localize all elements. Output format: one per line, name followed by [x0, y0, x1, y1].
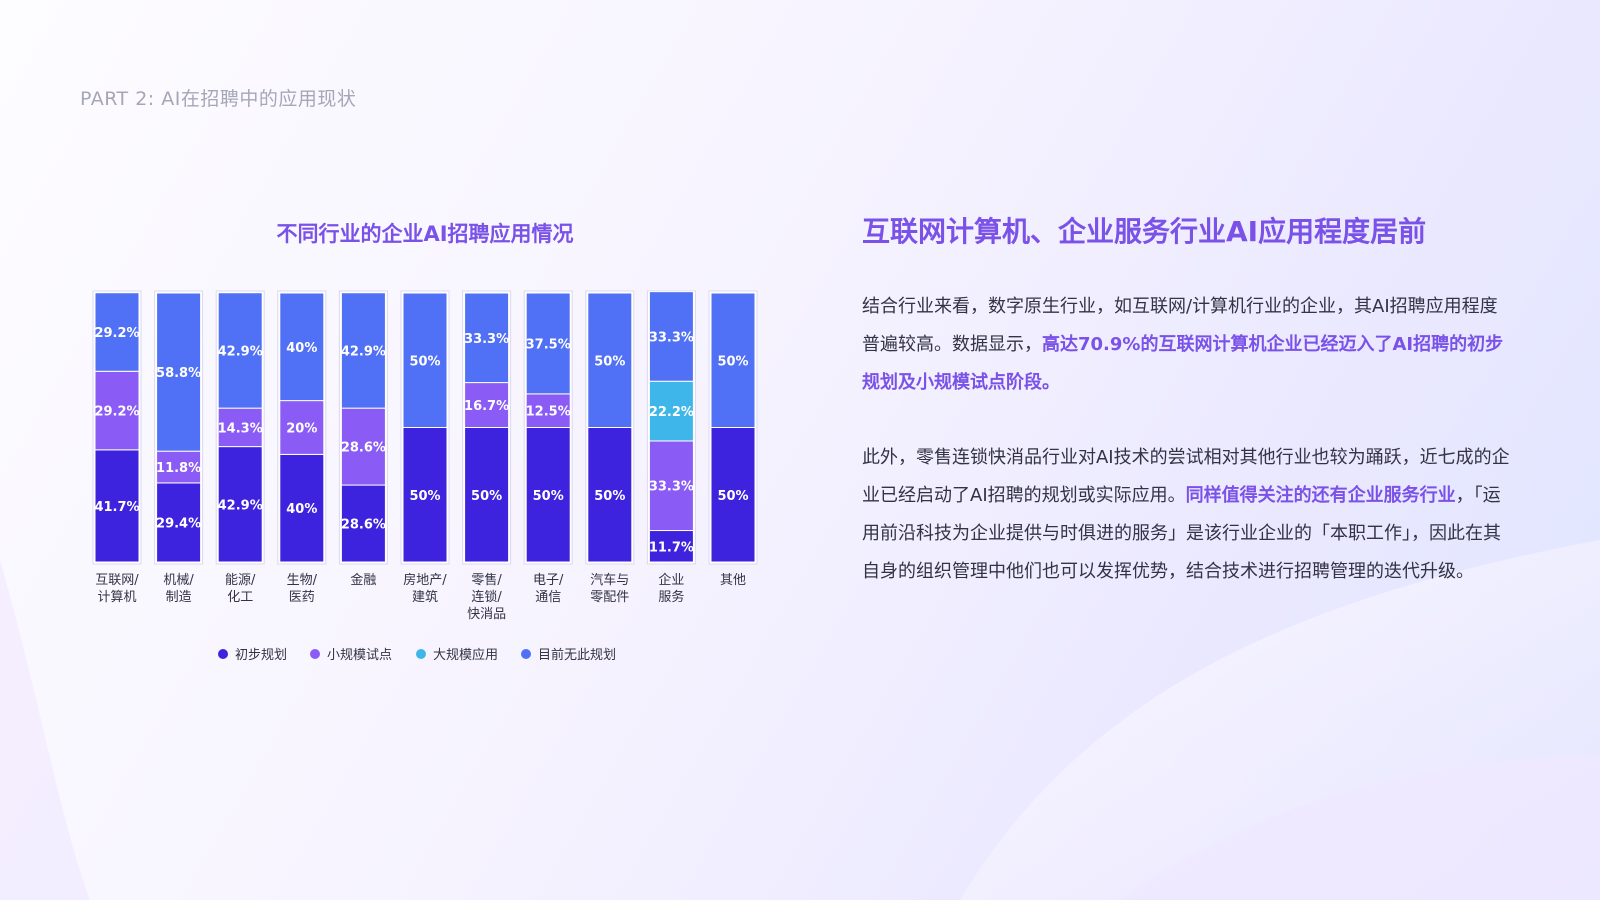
bar-segment — [156, 292, 202, 452]
bar-segment — [710, 292, 756, 428]
x-tick-label: 制造 — [166, 590, 192, 605]
data-label: 28.6% — [341, 518, 386, 533]
x-tick-label: 能源/ — [225, 573, 256, 588]
bar-segment — [587, 292, 633, 428]
x-tick-label: 电子/ — [533, 573, 564, 588]
x-tick-label: 零配件 — [590, 590, 629, 605]
x-tick-label: 零售/ — [471, 572, 502, 588]
bar-segment — [648, 291, 694, 382]
bar-segment — [279, 292, 325, 402]
bar-segment — [464, 382, 510, 428]
legend-label: 目前无此规划 — [538, 647, 616, 663]
data-label: 29.2% — [94, 405, 139, 420]
legend-label: 小规模试点 — [327, 648, 392, 663]
section-title: PART 2: AI在招聘中的应用现状 — [80, 88, 357, 110]
legend-marker — [310, 649, 320, 659]
bar-segment — [94, 370, 140, 451]
x-tick-label: 建筑 — [412, 589, 438, 605]
data-label: 22.2% — [649, 405, 694, 420]
right-heading: 互联网计算机、企业服务行业AI应用程度居前 — [862, 215, 1427, 248]
stacked-bar-chart: 41.7% 29.2% 29.2% 互联网/计算机 29.4% 11.8% 58.8% 机械/… — [92, 290, 758, 663]
bar-segment — [587, 427, 633, 563]
bar-segment — [217, 407, 263, 448]
data-label: 42.9% — [341, 344, 386, 359]
x-tick-label: 化工 — [227, 590, 253, 605]
paragraph-1: 结合行业来看，数字原生行业，如互联网/计算机行业的企业，其AI招聘应用程度普遍较… — [862, 288, 1512, 402]
x-tick-label: 医药 — [289, 590, 315, 605]
bar-segment — [340, 407, 386, 486]
paragraph-2-text: 此外，零售连锁快消品行业对AI技术的尝试相对其他行业也较为踊跃，近七成的企业已经… — [862, 447, 1510, 506]
data-label: 41.7% — [94, 500, 139, 515]
data-label: 50% — [594, 354, 625, 369]
bar-segment — [648, 440, 694, 532]
legend-label: 初步规划 — [235, 648, 287, 663]
x-tick-label: 汽车与 — [590, 572, 629, 588]
x-tick-label: 金融 — [350, 572, 376, 588]
legend-marker — [521, 649, 531, 659]
bar-segment — [525, 427, 571, 563]
x-tick-label: 房地产/ — [403, 572, 447, 588]
x-tick-label: 快消品 — [467, 607, 506, 622]
x-tick-label: 通信 — [535, 590, 561, 605]
bar-segment — [340, 292, 386, 409]
data-label: 16.7% — [464, 399, 509, 414]
bar-segment — [94, 292, 140, 372]
data-label: 33.3% — [464, 332, 509, 347]
data-label: 29.4% — [156, 516, 201, 531]
paragraph-1-highlight: 高达70.9%的互联网计算机企业已经迈入了AI招聘的初步规划及小规模试点阶段。 — [862, 334, 1504, 393]
bar-segment — [217, 446, 263, 563]
x-tick-label: 服务 — [658, 589, 684, 605]
bar-segment — [464, 427, 510, 563]
x-tick-label: 机械/ — [163, 573, 194, 588]
data-label: 37.5% — [526, 337, 571, 352]
data-label: 50% — [409, 489, 440, 504]
data-label: 29.2% — [94, 326, 139, 341]
data-label: 58.8% — [156, 366, 201, 381]
data-label: 20% — [286, 422, 317, 437]
paragraph-2-text-cont: ，「运用前沿科技为企业提供与时俱进的服务」是该行业企业的「本职工作」，因此在其自… — [862, 485, 1501, 582]
data-label: 28.6% — [341, 441, 386, 456]
bar-segment — [525, 292, 571, 395]
bar-segment — [94, 449, 140, 563]
x-tick-label: 其他 — [720, 573, 746, 588]
x-tick-label: 连锁/ — [471, 589, 502, 605]
legend-marker — [218, 649, 228, 659]
data-label: 40% — [286, 341, 317, 356]
data-label: 12.5% — [526, 405, 571, 420]
data-label: 33.3% — [649, 480, 694, 495]
data-label: 14.3% — [218, 421, 263, 436]
paragraph-2-highlight: 同样值得关注的还有企业服务行业 — [1185, 485, 1456, 506]
data-label: 50% — [594, 489, 625, 504]
data-label: 50% — [409, 354, 440, 369]
data-label: 40% — [286, 502, 317, 517]
bar-segment — [340, 484, 386, 563]
legend-label: 大规模应用 — [433, 647, 498, 663]
chart-title: 不同行业的企业AI招聘应用情况 — [276, 222, 574, 246]
data-label: 42.9% — [218, 344, 263, 359]
paragraph-1-text: 结合行业来看，数字原生行业，如互联网/计算机行业的企业，其AI招聘应用程度普遍较… — [862, 296, 1498, 355]
bar-segment — [217, 292, 263, 409]
bar-segment — [648, 530, 694, 563]
data-label: 50% — [717, 354, 748, 369]
data-label: 11.8% — [156, 461, 201, 476]
data-label: 11.7% — [649, 540, 694, 555]
bar-segment — [402, 292, 448, 428]
legend-marker — [416, 649, 426, 659]
bar-segment — [464, 292, 510, 384]
data-label: 42.9% — [218, 498, 263, 513]
data-label: 50% — [471, 489, 502, 504]
x-tick-label: 互联网/ — [95, 573, 139, 588]
data-label: 50% — [717, 489, 748, 504]
x-tick-label: 生物/ — [287, 573, 318, 588]
bar-segment — [710, 427, 756, 563]
x-tick-label: 计算机 — [97, 590, 136, 605]
x-tick-label: 企业 — [658, 572, 684, 588]
bar-segment — [648, 380, 694, 442]
data-label: 33.3% — [649, 330, 694, 345]
paragraph-2: 此外，零售连锁快消品行业对AI技术的尝试相对其他行业也较为踊跃，近七成的企业已经… — [862, 439, 1512, 591]
data-label: 50% — [533, 489, 564, 504]
